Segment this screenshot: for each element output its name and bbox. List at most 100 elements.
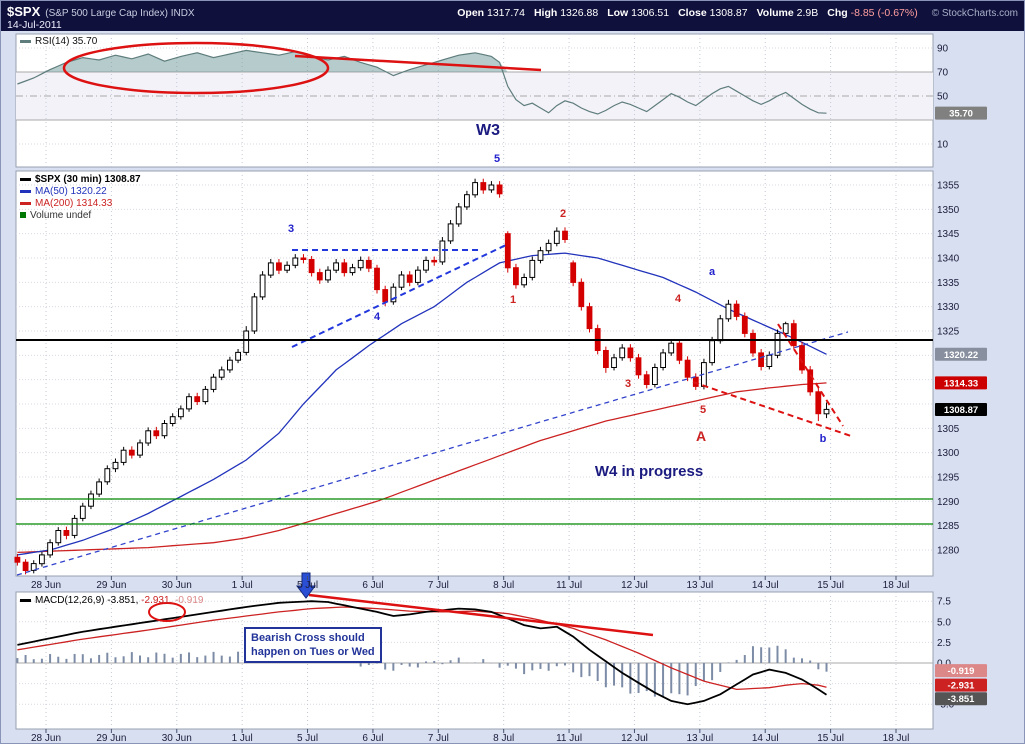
y-axis-tick-label: 1335 [937,278,960,289]
value-badge-text: 35.70 [949,109,973,120]
copyright: © StockCharts.com [931,8,1018,19]
value-badge [935,376,987,390]
x-axis-label: 14 Jul [752,580,779,591]
macd-legend-signal-value: -2.931, [141,595,173,606]
wave-label: a [709,266,716,278]
macd-panel [15,591,934,730]
macd-line [17,600,827,706]
y-axis-tick-label: 50 [937,92,949,103]
y-axis-tick-label: 7.5 [937,597,951,608]
volume-swatch [20,212,26,219]
x-axis-label: 14 Jul [752,733,779,744]
support-trendline [16,331,849,576]
x-axis-label: 28 Jun [31,580,61,591]
y-axis-tick-label: 2.5 [937,638,951,649]
ma50-legend-label: MA(50) 1320.22 [35,186,107,197]
main-panel [15,170,934,577]
value-badge [935,347,987,361]
x-axis-label: 29 Jun [96,733,126,744]
annotation-callout: Bearish Cross should happen on Tues or W… [244,627,382,663]
x-axis-label: 12 Jul [621,580,648,591]
y-axis-tick-label: 1300 [937,448,960,459]
value-badge [935,664,987,678]
x-axis-label: 8 Jul [493,580,514,591]
macd-legend-hist-value: -0.919 [175,595,204,606]
x-axis-label: 1 Jul [232,580,253,591]
chart-date: 14-Jul-2011 [7,19,62,31]
wave-label: A [696,428,706,444]
x-axis-label: 13 Jul [686,733,713,744]
symbol: $SPX [7,4,41,19]
rsi-divergence-line [294,54,542,72]
wave-label: 4 [374,311,381,323]
value-badge [935,678,987,692]
macd-legend-macd-value: -3.851, [107,595,139,606]
y-axis-tick-label: 1325 [937,327,960,338]
x-axis-label: 5 Jul [297,733,318,744]
value-badge [935,403,987,417]
value-badge-text: 1314.33 [944,378,978,389]
wave-label: 5 [494,153,500,165]
x-axis-label: 6 Jul [362,733,383,744]
rsi-legend: RSI(14) 35.70 [20,36,97,47]
candlestick-series [14,178,830,575]
price-line-swatch [20,177,31,181]
down-arrow-annotation [296,572,316,599]
y-axis-tick-label: 90 [937,44,949,55]
x-axis-label: 6 Jul [362,580,383,591]
x-axis-label: 11 Jul [556,580,582,591]
chart-header: $SPX (S&P 500 Large Cap Index) INDX Open… [1,1,1024,31]
value-badge-text: -0.919 [948,666,975,677]
macd-legend-name: MACD(12,26,9) [35,595,105,606]
value-badge-text: -2.931 [948,681,976,692]
ma200-line [17,382,827,554]
wave-label: 3 [625,378,631,390]
rsi-highlight-ellipse [62,41,330,95]
macd-line-swatch [20,598,31,602]
x-axis-label: 7 Jul [428,580,449,591]
macd-cross-ellipse [148,602,186,622]
wave-label: W4 in progress [595,463,703,480]
ma200-swatch [20,201,31,205]
y-axis-tick-label: 1280 [937,546,960,557]
value-badge [935,106,987,120]
wave-label: 2 [560,208,566,220]
wave-label: 5 [700,404,706,416]
x-axis-label: 1 Jul [232,733,253,744]
x-axis-label: 15 Jul [817,733,844,744]
x-axis-label: 13 Jul [686,580,713,591]
y-axis-tick-label: 1285 [937,521,960,532]
stat-volume: Volume 2.9B [756,7,819,19]
y-axis-tick-label: 1345 [937,229,960,240]
y-axis-tick-label: 1355 [937,181,960,192]
rsi-line-swatch [20,39,31,43]
macd-legend: MACD(12,26,9) -3.851, -2.931, -0.919 [20,595,203,606]
macd-signal-line [17,606,827,691]
y-axis-tick-label: 0.0 [937,659,951,670]
y-axis-tick-label: 5.0 [937,617,951,628]
main-legend-symbol: $SPX (30 min) 1308.87 [35,174,141,185]
y-axis-tick-label: 1340 [937,254,960,265]
y-axis-tick-label: 1305 [937,424,960,435]
callout-line-2: happen on Tues or Wed [251,646,375,658]
wave-label: 4 [675,293,682,305]
value-badge-text: 1320.22 [944,350,978,361]
y-axis-tick-label: 1330 [937,302,960,313]
x-axis-label: 30 Jun [162,733,192,744]
x-axis-label: 11 Jul [556,733,582,744]
wave-label: W3 [476,122,500,139]
y-axis-tick-label: 1295 [937,473,960,484]
x-axis-label: 29 Jun [96,580,126,591]
wave-label: 1 [510,294,516,306]
symbol-description: (S&P 500 Large Cap Index) INDX [45,8,195,19]
x-axis-label: 15 Jul [817,580,844,591]
main-legend: $SPX (30 min) 1308.87 MA(50) 1320.22 MA(… [20,174,141,222]
wave-label: 3 [288,223,294,235]
x-axis-label: 7 Jul [428,733,449,744]
x-axis-label: 12 Jul [621,733,648,744]
volume-legend-label: Volume undef [30,210,92,221]
value-badge-text: -3.851 [948,694,976,705]
stat-close: Close 1308.87 [678,7,748,19]
y-axis-tick-label: 1350 [937,205,960,216]
